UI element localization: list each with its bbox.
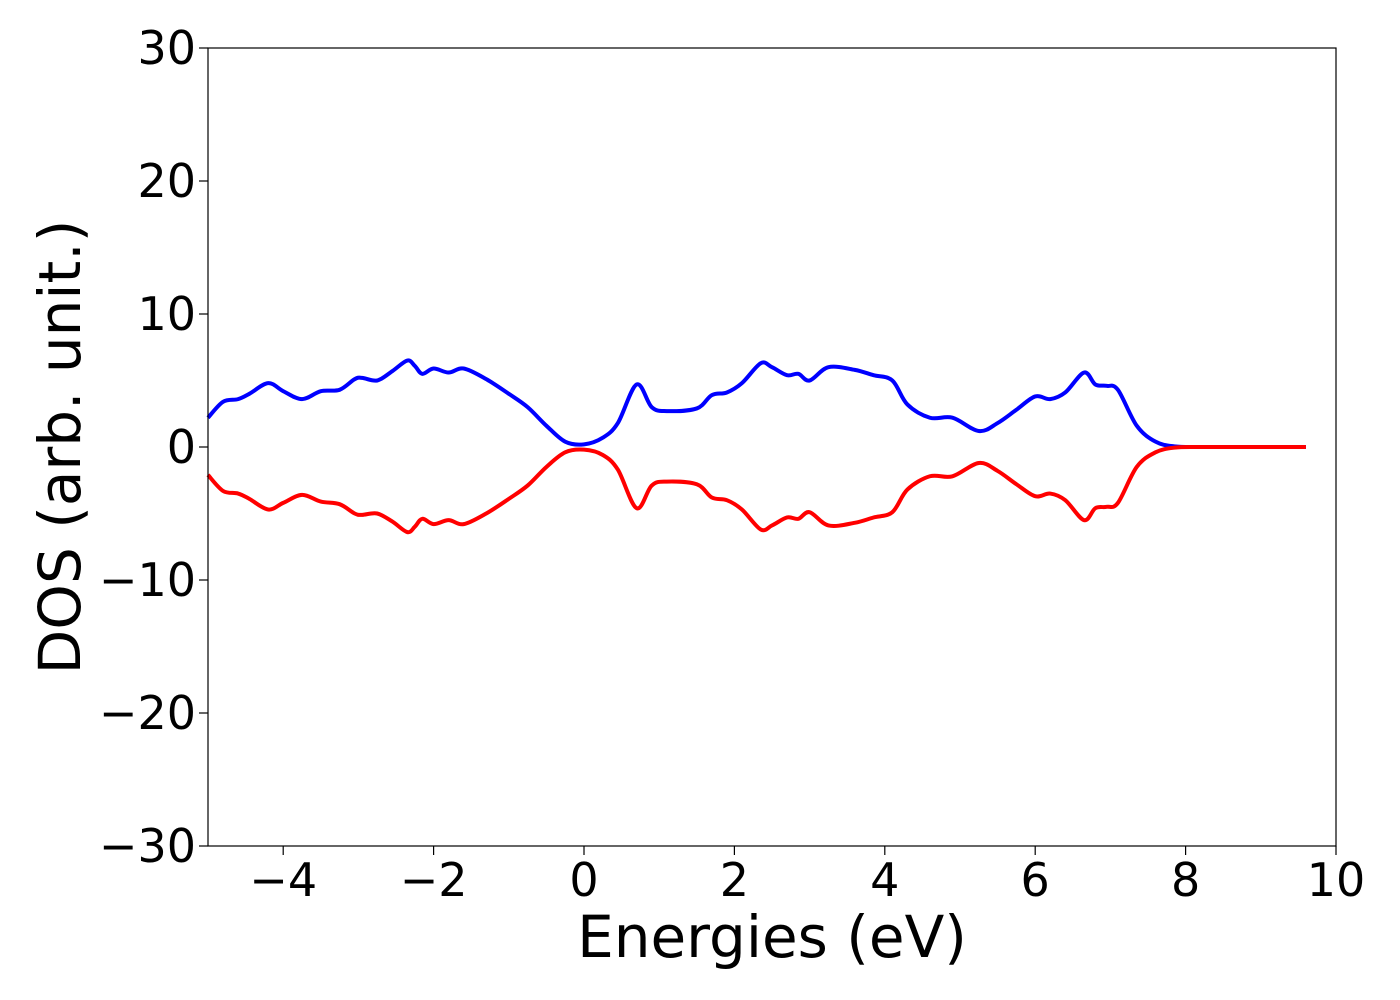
series-line-1 xyxy=(206,444,1306,535)
x-axis-label: Energies (eV) xyxy=(577,903,967,971)
y-tick-label: −20 xyxy=(99,686,196,740)
y-tick-label: 30 xyxy=(137,21,196,75)
x-tick-label: −2 xyxy=(400,853,468,907)
y-axis-ticks: −30 −20 −10 0 10 20 30 xyxy=(99,21,208,873)
x-tick-label: 2 xyxy=(720,853,749,907)
y-tick-label: −10 xyxy=(99,553,196,607)
x-tick-label: 8 xyxy=(1171,853,1200,907)
x-tick-label: 6 xyxy=(1021,853,1050,907)
x-tick-label: 4 xyxy=(870,853,899,907)
y-tick-label: −30 xyxy=(99,819,196,873)
y-tick-label: 20 xyxy=(137,154,196,208)
y-tick-label: 0 xyxy=(167,420,196,474)
series-layer xyxy=(206,358,1306,535)
x-tick-label: 0 xyxy=(569,853,598,907)
y-axis-label: DOS (arb. unit.) xyxy=(26,220,94,675)
x-tick-label: 10 xyxy=(1307,853,1366,907)
series-line-0 xyxy=(206,358,1306,450)
y-tick-label: 10 xyxy=(137,287,196,341)
x-tick-label: −4 xyxy=(249,853,317,907)
x-axis-ticks: −4 −2 0 2 4 6 8 10 xyxy=(249,846,1365,907)
